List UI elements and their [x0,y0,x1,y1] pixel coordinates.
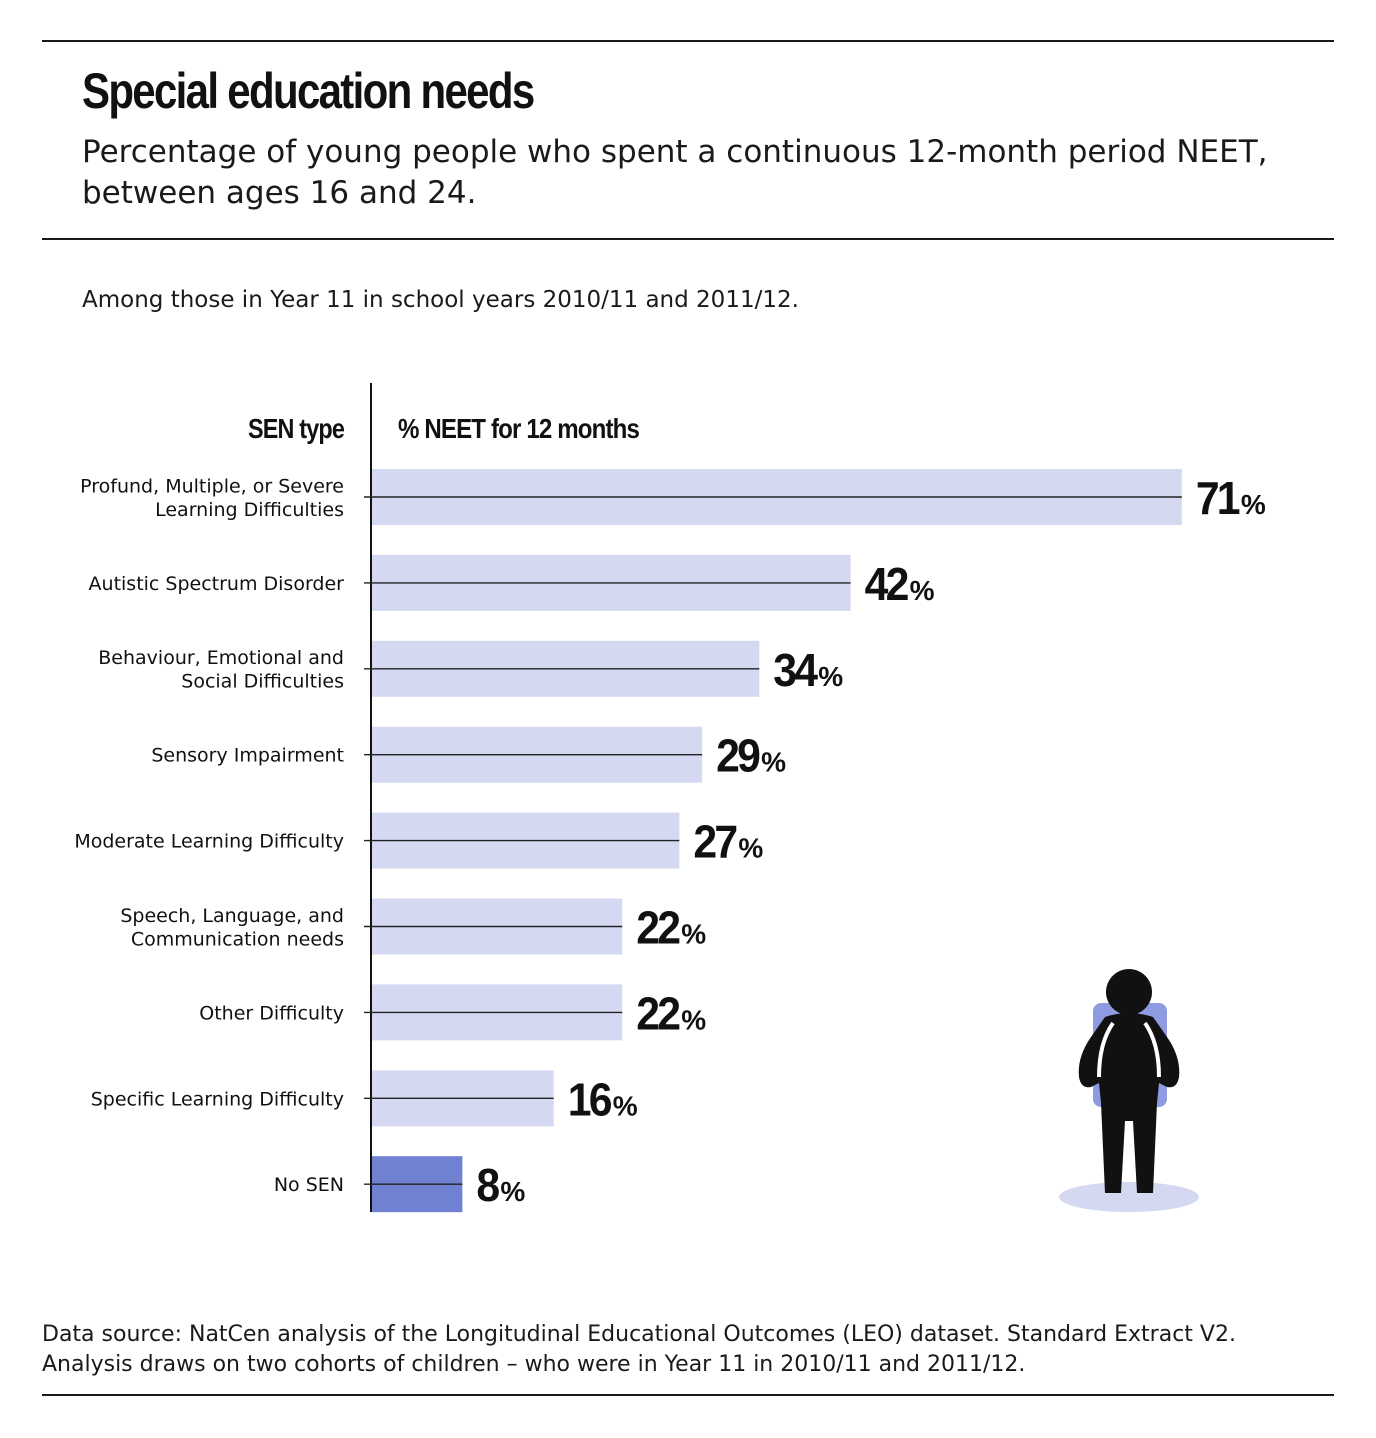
category-header: SEN type [248,413,344,444]
value-label: 22% [636,987,706,1039]
data-source: Data source: NatCen analysis of the Long… [42,1322,1236,1377]
category-label: Sensory Impairment [151,745,344,767]
figure-shadow [1059,1182,1199,1212]
figure-head [1106,969,1152,1015]
value-label: 8% [476,1159,525,1211]
header-rule [42,238,1334,240]
value-label: 42% [865,558,935,610]
cohort-note: Among those in Year 11 in school years 2… [82,287,799,313]
value-label: 16% [568,1073,638,1125]
category-label: Profund, Multiple, or Severe [80,475,344,497]
backpack-strap-right [1143,1021,1161,1078]
category-label: Other Difficulty [199,1002,344,1024]
value-header: % NEET for 12 months [398,413,639,444]
value-label: 22% [636,902,706,954]
top-rule [42,40,1334,42]
value-label: 27% [693,816,763,868]
category-label: Learning Difficulties [155,499,344,521]
category-label: Specific Learning Difficulty [91,1088,344,1110]
category-label: Behaviour, Emotional and [98,647,344,669]
category-label: Moderate Learning Difficulty [74,831,344,853]
page-subtitle: Percentage of young people who spent a c… [82,134,1268,211]
category-label: Social Difficulties [181,671,344,693]
category-label: No SEN [274,1174,344,1196]
value-label: 34% [773,644,843,696]
student-with-backpack-icon [1059,969,1199,1212]
page-title: Special education needs [82,63,535,119]
backpack-strap-left [1097,1021,1115,1078]
category-label: Autistic Spectrum Disorder [89,573,345,595]
category-label: Communication needs [131,928,344,950]
figure-body [1078,1013,1180,1193]
category-label: Speech, Language, and [120,905,344,927]
value-label: 71% [1196,472,1266,524]
bar-chart: SEN type % NEET for 12 months Profund, Mul… [74,383,1269,1213]
bottom-rule [42,1394,1334,1396]
value-label: 29% [716,730,786,782]
